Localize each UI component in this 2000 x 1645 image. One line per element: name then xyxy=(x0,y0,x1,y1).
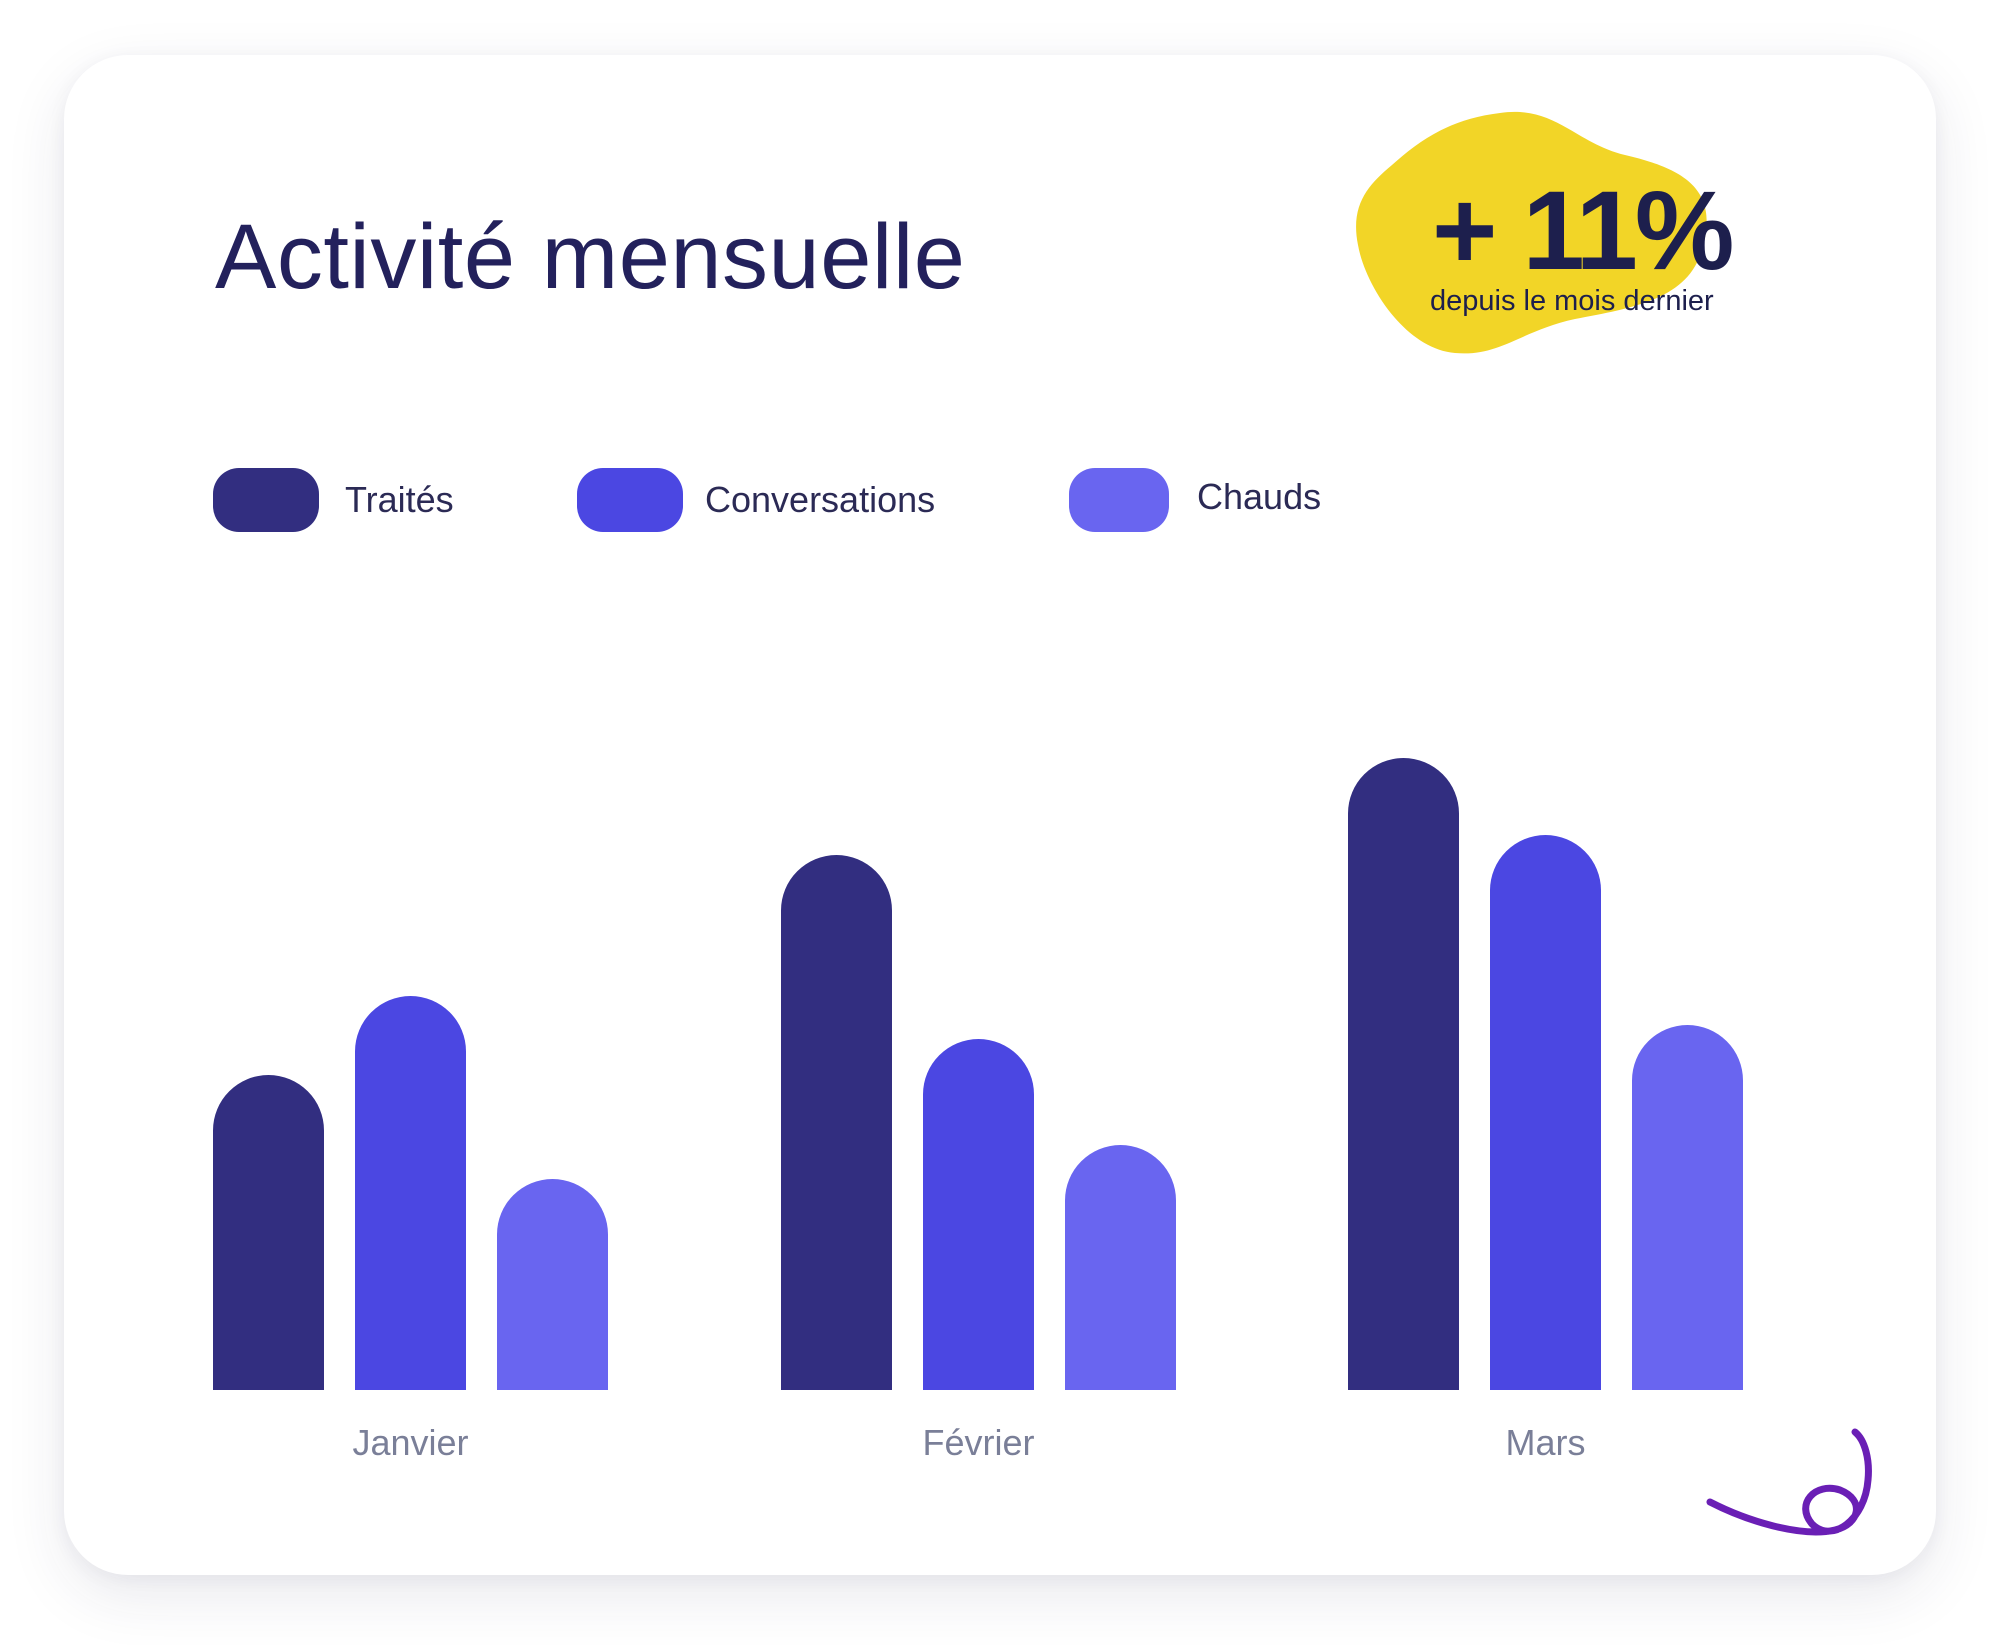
bar-février-conversations xyxy=(923,1039,1034,1390)
decorative-squiggle-icon xyxy=(1706,1428,1872,1536)
legend-label-conversations: Conversations xyxy=(705,479,936,520)
growth-badge: + 11% depuis le mois dernier xyxy=(1350,105,1750,365)
bar-janvier-conversations xyxy=(355,996,466,1390)
badge-blob xyxy=(1356,111,1707,354)
growth-value: + 11% xyxy=(1432,168,1735,293)
legend-swatch-traites xyxy=(213,468,319,532)
legend-label-traites: Traités xyxy=(345,479,454,520)
legend-swatch-conversations xyxy=(577,468,683,532)
bar-mars-traités xyxy=(1348,758,1459,1390)
bar-janvier-traités xyxy=(213,1075,324,1390)
bar-janvier-chauds xyxy=(497,1179,608,1390)
bar-février-traités xyxy=(781,855,892,1390)
x-tick-label: Janvier xyxy=(352,1422,468,1463)
x-tick-label: Mars xyxy=(1506,1422,1586,1463)
bar-mars-chauds xyxy=(1632,1025,1743,1390)
chart-title: Activité mensuelle xyxy=(215,206,966,308)
x-tick-label: Février xyxy=(922,1422,1034,1463)
bar-mars-conversations xyxy=(1490,835,1601,1390)
legend-swatch-chauds xyxy=(1069,468,1169,532)
legend-label-chauds: Chauds xyxy=(1197,476,1322,517)
bar-février-chauds xyxy=(1065,1145,1176,1390)
growth-caption: depuis le mois dernier xyxy=(1430,285,1714,317)
